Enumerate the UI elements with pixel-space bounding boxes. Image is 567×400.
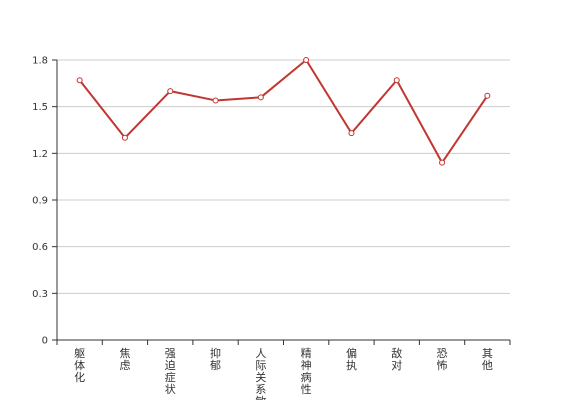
x-category-label: 精神病性 — [301, 347, 312, 396]
y-tick-label: 0.3 — [32, 289, 48, 300]
series-layer — [76, 57, 491, 166]
data-point[interactable] — [76, 77, 83, 84]
y-tick-label: 1.5 — [32, 102, 48, 113]
y-tick-label: 1.2 — [32, 149, 48, 160]
data-point[interactable] — [121, 134, 128, 141]
y-tick-label: 1.8 — [32, 56, 48, 67]
data-point[interactable] — [348, 130, 355, 137]
data-point[interactable] — [439, 159, 446, 166]
y-tick-label: 0.9 — [32, 196, 48, 207]
x-category-label: 焦虑 — [119, 347, 130, 372]
y-tick-label: 0.6 — [32, 242, 48, 253]
y-tick-label: 0 — [42, 336, 48, 347]
grid-layer — [57, 59, 510, 294]
series-line — [78, 59, 489, 164]
x-category-label: 强迫症状 — [165, 347, 176, 396]
data-point[interactable] — [303, 57, 310, 63]
axis-layer: 0 0.3 0.6 0.9 1.2 1.5 1.8 躯体化 焦虑 强迫症状 抑郁 人际关系敏感 精神病性… — [32, 56, 511, 400]
data-point[interactable] — [484, 92, 491, 99]
x-category-label: 其他 — [482, 347, 493, 372]
data-point[interactable] — [212, 97, 219, 104]
data-point[interactable] — [257, 94, 264, 101]
x-category-label: 抑郁 — [210, 346, 221, 372]
x-category-label: 敌对 — [391, 346, 402, 372]
data-point[interactable] — [167, 88, 174, 95]
data-point[interactable] — [393, 77, 400, 84]
x-category-label: 人际关系敏感 — [255, 347, 266, 400]
x-category-label: 躯体化 — [74, 347, 85, 384]
x-category-label: 偏执 — [346, 346, 357, 372]
x-category-label: 恐怖 — [437, 347, 448, 372]
